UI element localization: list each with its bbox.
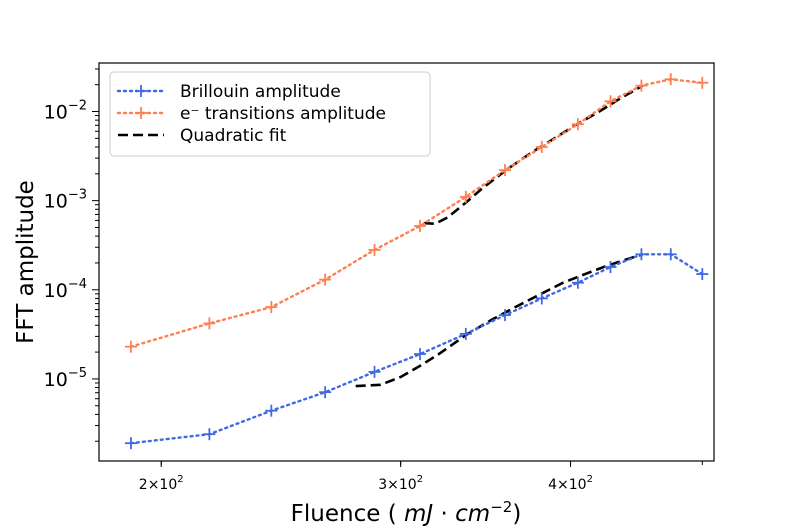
y-axis: 10−5 10−4 10−3 10−2 [44,68,99,442]
data-point [265,301,278,314]
fit-line [423,84,644,226]
data-point [459,190,472,203]
data-point [604,261,617,274]
y-axis-label: FFT amplitude [13,180,39,344]
data-point [571,118,584,131]
data-point [459,327,472,340]
x-axis: 2×102 3×102 4×102 [139,461,703,493]
y-tick-label: 10−3 [44,188,87,213]
data-point [414,219,427,232]
data-point [203,317,216,330]
data-point [368,365,381,378]
data-point [535,140,548,153]
data-point [696,268,709,281]
data-point [604,95,617,108]
data-point [664,73,677,86]
data-point [203,428,216,441]
legend-label: Quadratic fit [180,126,287,146]
data-point [319,273,332,286]
series-line-1 [129,78,704,348]
legend-label: Brillouin amplitude [180,82,341,102]
data-point [664,248,677,261]
data-point [535,292,548,305]
data-point [499,164,512,177]
data-point [696,76,709,89]
legend-box [109,71,431,157]
y-tick-label: 10−4 [44,277,87,302]
data-point [265,404,278,417]
legend-marker [135,85,147,97]
data-point [635,248,648,261]
data-point [319,386,332,399]
x-tick-label: 2×102 [139,474,184,493]
fit-line [355,253,644,388]
fit-layer [355,84,644,388]
data-point [124,437,137,450]
y-tick-label: 10−2 [44,98,87,123]
series-line-0 [129,253,704,445]
data-point [635,79,648,92]
x-tick-label: 4×102 [548,474,593,493]
legend-marker [135,107,147,119]
data-point [499,309,512,322]
x-tick-label: 3×102 [378,474,423,493]
data-point [124,340,137,353]
series-layer [124,73,709,450]
y-tick-label: 10−5 [44,366,87,391]
data-point [571,276,584,289]
data-point [368,243,381,256]
data-point [414,348,427,361]
plot-frame [98,62,715,462]
legend-label: e⁻ transitions amplitude [180,104,386,124]
x-axis-label: Fluence ( mJ · cm−2) [291,498,522,527]
